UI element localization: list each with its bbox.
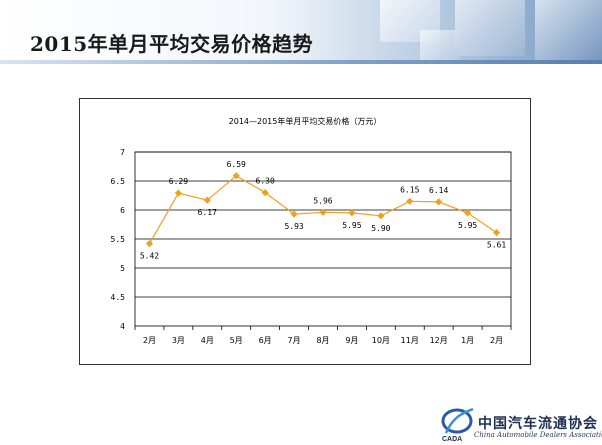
decor-cube — [455, 0, 525, 56]
data-point-marker — [145, 240, 154, 248]
header-band — [0, 60, 602, 64]
chart-title: 2014—2015年单月平均交易价格（万元） — [229, 116, 382, 126]
logo-english-name: China Automobile Dealers Association — [474, 431, 602, 439]
data-label: 6.30 — [256, 177, 275, 186]
x-tick-label: 1月 — [461, 336, 474, 345]
line-chart: 2014—2015年单月平均交易价格（万元） 4 4.5 5 5.5 6 6.5 7 2月 3月 4… — [111, 116, 512, 345]
y-tick-label: 4 — [120, 322, 125, 331]
data-point-marker — [435, 198, 443, 206]
cada-logo-icon: CADA — [441, 407, 474, 443]
y-tick-label: 5 — [120, 264, 125, 273]
x-tick-label: 10月 — [372, 336, 390, 345]
x-tick-label: 8月 — [316, 336, 329, 345]
data-point-marker — [377, 212, 385, 220]
x-tick-label: 11月 — [401, 336, 419, 345]
y-tick-label: 4.5 — [111, 293, 126, 302]
footer-logo: CADA 中国汽车流通协会 China Automobile Dealers A… — [440, 405, 602, 443]
data-label: 5.93 — [284, 222, 303, 231]
y-tick-label: 7 — [120, 148, 125, 157]
data-label: 6.59 — [227, 160, 246, 169]
x-tick-label: 2月 — [490, 336, 503, 345]
x-tick-label: 4月 — [201, 336, 214, 345]
data-point-marker — [232, 172, 240, 180]
x-tick-label: 5月 — [230, 336, 243, 345]
logo-mark-text: CADA — [442, 436, 462, 443]
data-label: 6.14 — [429, 186, 448, 195]
slide-title: 2015年单月平均交易价格趋势 — [30, 32, 314, 56]
x-tick-label: 3月 — [172, 336, 185, 345]
y-tick-label: 5.5 — [111, 235, 126, 244]
data-label: 6.17 — [198, 208, 217, 217]
data-point-marker — [492, 229, 501, 237]
plot-area — [134, 151, 512, 327]
x-tick-label: 7月 — [288, 336, 301, 345]
data-point-marker — [464, 209, 472, 217]
y-tick-label: 6.5 — [111, 177, 126, 186]
slide-header: 2015年单月平均交易价格趋势 — [0, 0, 602, 64]
x-tick-label: 12月 — [430, 336, 448, 345]
data-point-marker — [174, 189, 182, 197]
decor-cube — [420, 30, 460, 64]
data-point-marker — [406, 197, 414, 205]
y-tick-label: 6 — [120, 206, 125, 215]
data-label: 6.15 — [400, 185, 419, 194]
data-label: 6.29 — [169, 177, 188, 186]
logo-chinese-name: 中国汽车流通协会 — [478, 416, 598, 432]
data-point-marker — [319, 208, 327, 216]
data-label: 5.90 — [371, 224, 390, 233]
data-label: 5.96 — [313, 196, 332, 205]
decor-cube — [535, 0, 602, 64]
x-tick-label: 9月 — [345, 336, 358, 345]
data-label: 5.95 — [458, 221, 477, 230]
x-tick-label: 6月 — [259, 336, 272, 345]
data-label: 5.95 — [342, 221, 361, 230]
x-tick-label: 2月 — [143, 336, 156, 345]
data-label: 5.61 — [487, 241, 506, 250]
data-point-marker — [348, 209, 356, 217]
chart-frame: 2014—2015年单月平均交易价格（万元） 4 4.5 5 5.5 6 6.5 7 2月 3月 4… — [79, 98, 531, 365]
data-label: 5.42 — [140, 252, 159, 261]
